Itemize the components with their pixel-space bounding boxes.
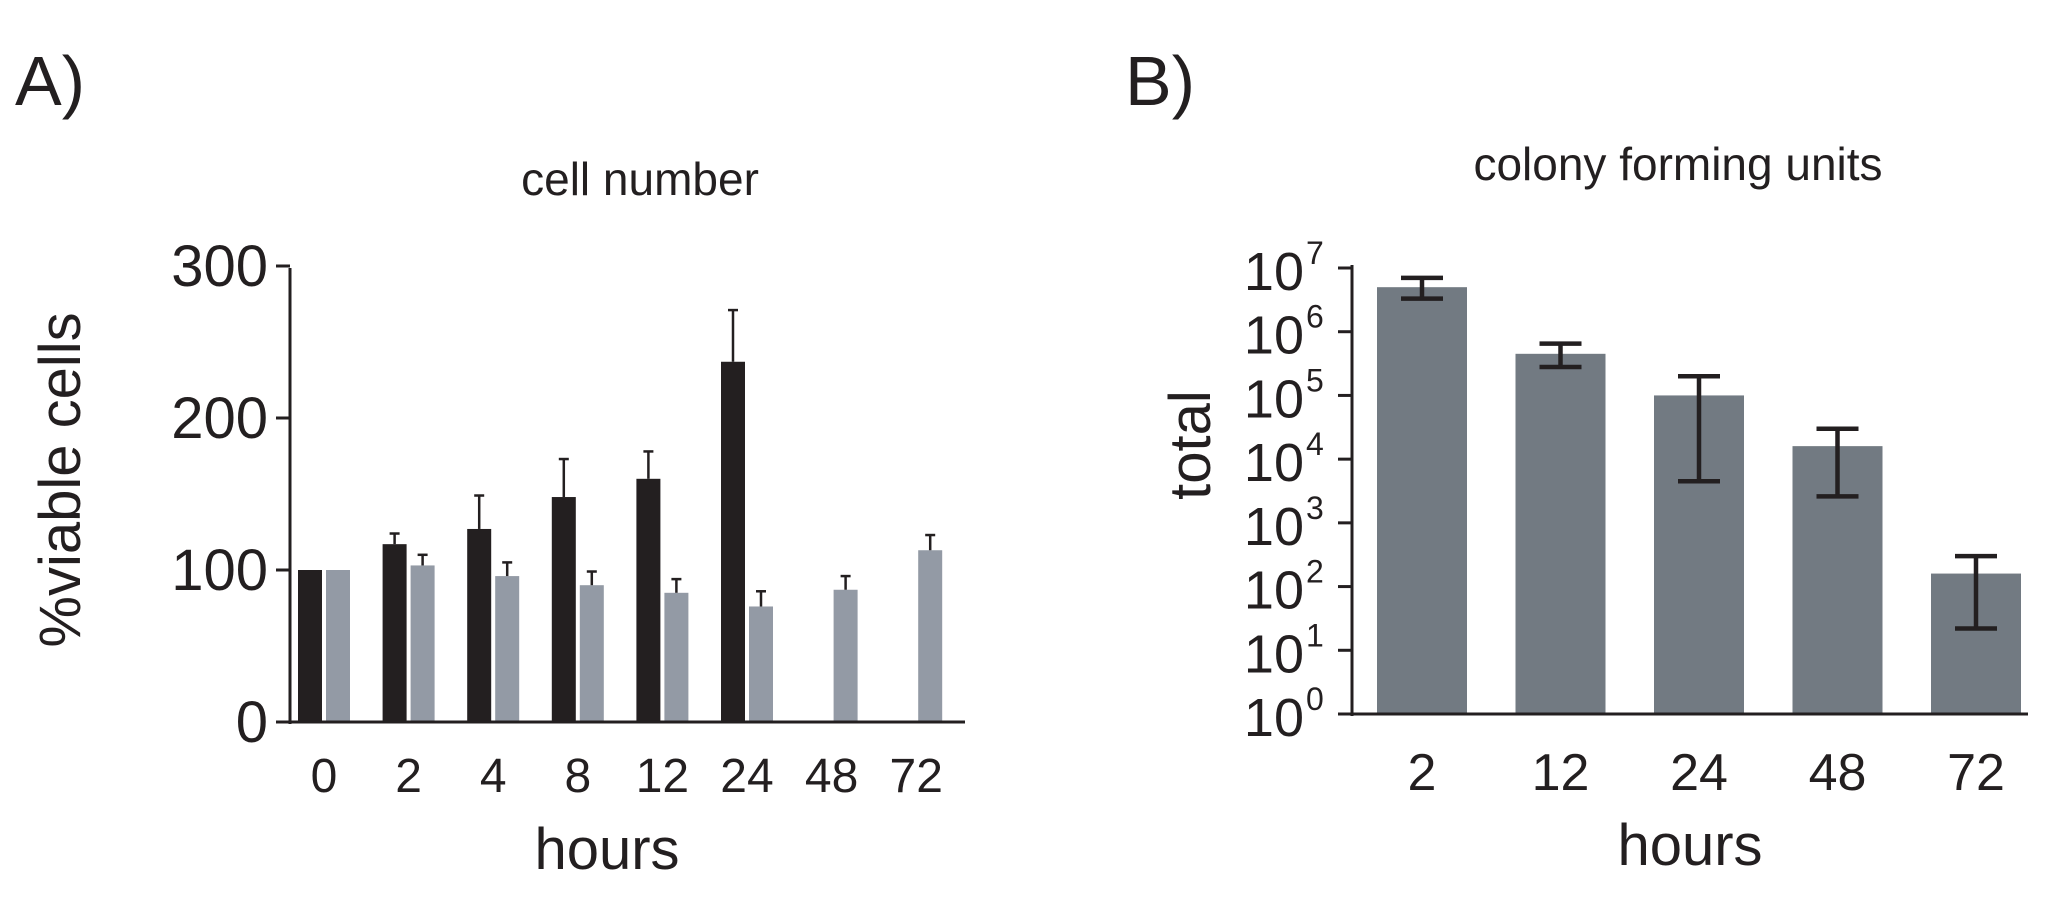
chart-b-bar bbox=[1377, 287, 1467, 714]
chart-a-bar bbox=[382, 544, 407, 722]
chart-a-y-tick-label: 200 bbox=[171, 386, 268, 451]
chart-b-y-tick-exponent: 4 bbox=[1306, 426, 1324, 462]
chart-b-x-ticks: 2 12 24 48 72 bbox=[1408, 744, 2005, 802]
chart-b-y-tick-label: 10 bbox=[1244, 561, 1304, 621]
chart-b-title: colony forming units bbox=[1473, 138, 1882, 190]
chart-b-y-tick-label: 10 bbox=[1244, 497, 1304, 557]
chart-a-x-label: hours bbox=[534, 817, 679, 882]
chart-a-x-tick-label: 0 bbox=[311, 750, 338, 803]
chart-a-x-tick-label: 12 bbox=[636, 750, 689, 803]
chart-b-x-tick-label: 2 bbox=[1408, 744, 1437, 802]
chart-b-y-tick-exponent: 7 bbox=[1306, 235, 1324, 271]
chart-b-y-tick-label: 10 bbox=[1244, 688, 1304, 748]
chart-b-y-tick-exponent: 5 bbox=[1306, 362, 1324, 398]
chart-a-bar bbox=[495, 576, 520, 722]
chart-a-x-tick-label: 8 bbox=[564, 750, 591, 803]
chart-a-y-tick-label: 0 bbox=[236, 690, 268, 755]
chart-a-bar bbox=[664, 592, 689, 722]
chart-a-bar bbox=[636, 478, 661, 722]
chart-b-y-tick-label: 10 bbox=[1244, 369, 1304, 429]
chart-a-bar bbox=[298, 570, 322, 722]
chart-a-bar bbox=[833, 589, 858, 722]
chart-a-bar bbox=[551, 497, 576, 722]
chart-b-y-tick-label: 10 bbox=[1244, 624, 1304, 684]
chart-a-bar bbox=[918, 550, 943, 722]
chart-a-x-tick-label: 72 bbox=[890, 750, 943, 803]
chart-b-y-tick-exponent: 3 bbox=[1306, 490, 1324, 526]
chart-b-y-tick-label: 10 bbox=[1244, 306, 1304, 366]
chart-a-x-ticks: 0 2 4 8 12 24 48 72 bbox=[311, 750, 943, 803]
chart-a-bar bbox=[579, 585, 604, 722]
chart-b-y-tick-exponent: 2 bbox=[1306, 554, 1324, 590]
chart-b-y-tick-exponent: 6 bbox=[1306, 299, 1324, 335]
chart-a-bar bbox=[721, 361, 745, 722]
chart-a-bars bbox=[298, 308, 943, 722]
chart-a-y-tick-label: 300 bbox=[171, 234, 268, 299]
chart-b-x-tick-label: 72 bbox=[1947, 744, 2005, 802]
chart-b-y-tick-label: 10 bbox=[1244, 242, 1304, 302]
chart-b-x-tick-label: 48 bbox=[1809, 744, 1867, 802]
chart-a-y-ticks: 0 100 200 300 bbox=[171, 234, 290, 755]
panel-b: B) colony forming units 10 010 110 210 310 41… bbox=[1125, 42, 2028, 878]
chart-a-bar bbox=[467, 528, 492, 722]
panel-a-letter: A) bbox=[15, 42, 85, 120]
chart-a-bar bbox=[749, 606, 773, 722]
chart-b-y-label: total bbox=[1158, 390, 1223, 500]
chart-b-y-tick-label: 10 bbox=[1244, 433, 1304, 493]
chart-a-title: cell number bbox=[521, 153, 759, 205]
chart-b-x-tick-label: 12 bbox=[1532, 744, 1590, 802]
panel-b-letter: B) bbox=[1125, 42, 1195, 120]
chart-a-y-tick-label: 100 bbox=[171, 538, 268, 603]
chart-a-bar bbox=[410, 565, 435, 722]
chart-b-y-tick-exponent: 0 bbox=[1306, 681, 1324, 717]
chart-b-bar bbox=[1515, 353, 1606, 714]
chart-b-bars bbox=[1377, 275, 2021, 714]
chart-a-x-tick-label: 24 bbox=[720, 750, 773, 803]
chart-a-y-label: %viable cells bbox=[28, 312, 93, 647]
chart-b-x-tick-label: 24 bbox=[1670, 744, 1728, 802]
chart-a-x-tick-label: 48 bbox=[805, 750, 858, 803]
chart-b-x-label: hours bbox=[1617, 813, 1762, 878]
chart-a-x-tick-label: 2 bbox=[395, 750, 422, 803]
chart-a-x-tick-label: 4 bbox=[480, 750, 507, 803]
chart-b-y-tick-exponent: 1 bbox=[1306, 617, 1324, 653]
chart-a-bar bbox=[326, 570, 350, 722]
